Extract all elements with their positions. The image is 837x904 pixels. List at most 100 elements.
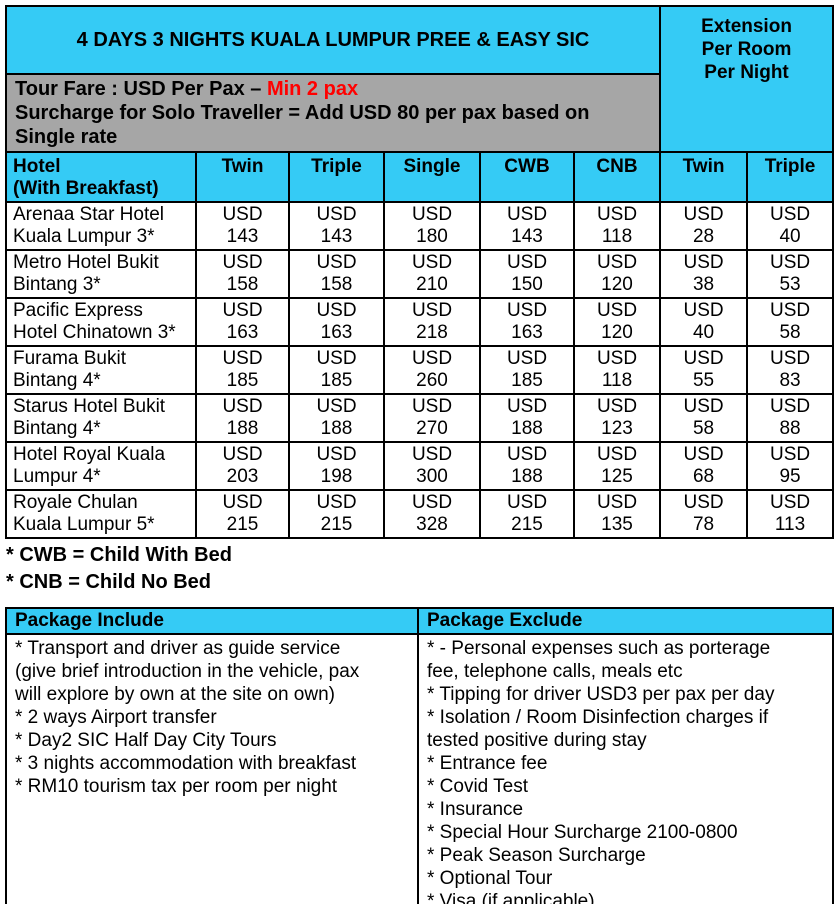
price-cell: USD 88 bbox=[746, 393, 835, 443]
price-cell: USD 188 bbox=[479, 441, 575, 491]
rate-col-header: CWB bbox=[479, 151, 575, 203]
package-item: * Transport and driver as guide service … bbox=[15, 638, 360, 705]
price-cell: USD 300 bbox=[383, 441, 481, 491]
extension-header: Extension Per Room Per Night bbox=[659, 5, 835, 153]
price-cell: USD 118 bbox=[572, 201, 662, 251]
price-cell: USD 328 bbox=[383, 489, 481, 539]
package-exclude-list: * - Personal expenses such as porterage … bbox=[417, 633, 834, 904]
package-include-list: * Transport and driver as guide service … bbox=[5, 633, 419, 904]
price-cell: USD 28 bbox=[659, 201, 749, 251]
table-row: Starus Hotel Bukit Bintang 4* USD 188 USD 18… bbox=[5, 393, 835, 443]
rate-col-header: Hotel (With Breakfast) bbox=[5, 151, 197, 203]
hotel-name-cell: Royale Chulan Kuala Lumpur 5* bbox=[5, 489, 197, 539]
price-cell: USD 78 bbox=[659, 489, 749, 539]
package-item: * Day2 SIC Half Day City Tours bbox=[15, 730, 277, 751]
price-cell: USD 158 bbox=[288, 249, 385, 299]
price-cell: USD 163 bbox=[195, 297, 290, 347]
package-item: * Visa (if applicable) bbox=[427, 891, 595, 904]
price-cell: USD 188 bbox=[195, 393, 290, 443]
price-cell: USD 215 bbox=[195, 489, 290, 539]
price-cell: USD 143 bbox=[195, 201, 290, 251]
table-row: Metro Hotel Bukit Bintang 3* USD 158 USD 158… bbox=[5, 249, 835, 299]
fare-line: Tour Fare : USD Per Pax – Min 2 pax bbox=[15, 77, 651, 101]
rate-col-header: Triple bbox=[288, 151, 385, 203]
fare-prefix: Tour Fare : USD Per Pax – bbox=[15, 78, 267, 100]
price-cell: USD 83 bbox=[746, 345, 835, 395]
table-row: Royale Chulan Kuala Lumpur 5* USD 215 USD 21… bbox=[5, 489, 835, 539]
price-cell: USD 68 bbox=[659, 441, 749, 491]
package-item: * Isolation / Room Disinfection charges … bbox=[427, 707, 769, 751]
rate-col-header: Twin bbox=[195, 151, 290, 203]
hotel-name-cell: Arenaa Star Hotel Kuala Lumpur 3* bbox=[5, 201, 197, 251]
price-cell: USD 188 bbox=[479, 393, 575, 443]
price-cell: USD 188 bbox=[288, 393, 385, 443]
rate-table-header-row: Hotel (With Breakfast) Twin Triple Single CW… bbox=[5, 151, 835, 203]
package-item: * 2 ways Airport transfer bbox=[15, 707, 217, 728]
price-cell: USD 150 bbox=[479, 249, 575, 299]
rate-col-header: Single bbox=[383, 151, 481, 203]
min-pax-highlight: Min 2 pax bbox=[266, 78, 359, 100]
price-cell: USD 58 bbox=[746, 297, 835, 347]
price-cell: USD 185 bbox=[288, 345, 385, 395]
price-cell: USD 260 bbox=[383, 345, 481, 395]
price-cell: USD 185 bbox=[479, 345, 575, 395]
price-cell: USD 198 bbox=[288, 441, 385, 491]
hotel-name-cell: Furama Bukit Bintang 4* bbox=[5, 345, 197, 395]
price-cell: USD 215 bbox=[288, 489, 385, 539]
price-cell: USD 40 bbox=[746, 201, 835, 251]
package-table: Package Include Package Exclude * Transp… bbox=[5, 607, 834, 904]
rate-col-header: CNB bbox=[572, 151, 662, 203]
cwb-note: * CWB = Child With Bed bbox=[6, 544, 232, 566]
table-row: Furama Bukit Bintang 4* USD 185 USD 185 USD 26… bbox=[5, 345, 835, 395]
price-cell: USD 95 bbox=[746, 441, 835, 491]
price-cell: USD 38 bbox=[659, 249, 749, 299]
package-item: * Entrance fee bbox=[427, 753, 548, 774]
table-row: Arenaa Star Hotel Kuala Lumpur 3* USD 143 U… bbox=[5, 201, 835, 251]
price-cell: USD 158 bbox=[195, 249, 290, 299]
package-item: * - Personal expenses such as porterage … bbox=[427, 638, 771, 682]
tour-fare-note: Tour Fare : USD Per Pax – Min 2 pax Surc… bbox=[4, 73, 662, 153]
price-cell: USD 163 bbox=[479, 297, 575, 347]
rate-col-header: Twin bbox=[659, 151, 749, 203]
price-cell: USD 120 bbox=[572, 297, 662, 347]
package-item: * Insurance bbox=[427, 799, 524, 820]
price-cell: USD 218 bbox=[383, 297, 481, 347]
rate-col-header: Triple bbox=[746, 151, 835, 203]
price-cell: USD 113 bbox=[746, 489, 835, 539]
package-item: * Tipping for driver USD3 per pax per da… bbox=[427, 684, 775, 705]
price-cell: USD 203 bbox=[195, 441, 290, 491]
footnotes: * CWB = Child With Bed * CNB = Child No … bbox=[6, 542, 832, 596]
price-cell: USD 163 bbox=[288, 297, 385, 347]
price-cell: USD 180 bbox=[383, 201, 481, 251]
price-cell: USD 135 bbox=[572, 489, 662, 539]
price-cell: USD 125 bbox=[572, 441, 662, 491]
hotel-name-cell: Starus Hotel Bukit Bintang 4* bbox=[5, 393, 197, 443]
rate-sheet-table: 4 DAYS 3 NIGHTS KUALA LUMPUR PREE & EASY… bbox=[4, 5, 835, 539]
price-cell: USD 40 bbox=[659, 297, 749, 347]
price-cell: USD 53 bbox=[746, 249, 835, 299]
package-item: * RM10 tourism tax per room per night bbox=[15, 776, 338, 797]
table-row: Hotel Royal Kuala Lumpur 4* USD 203 USD 198 U… bbox=[5, 441, 835, 491]
package-exclude-header: Package Exclude bbox=[417, 607, 834, 635]
price-cell: USD 210 bbox=[383, 249, 481, 299]
price-cell: USD 123 bbox=[572, 393, 662, 443]
package-item: * Covid Test bbox=[427, 776, 529, 797]
package-include-header: Package Include bbox=[5, 607, 419, 635]
price-cell: USD 118 bbox=[572, 345, 662, 395]
package-item: * Optional Tour bbox=[427, 868, 553, 889]
price-cell: USD 215 bbox=[479, 489, 575, 539]
package-item: * Peak Season Surcharge bbox=[427, 845, 646, 866]
package-item: * 3 nights accommodation with breakfast bbox=[15, 753, 357, 774]
package-item: * Special Hour Surcharge 2100-0800 bbox=[427, 822, 738, 843]
price-cell: USD 143 bbox=[479, 201, 575, 251]
hotel-name-cell: Hotel Royal Kuala Lumpur 4* bbox=[5, 441, 197, 491]
price-cell: USD 58 bbox=[659, 393, 749, 443]
price-cell: USD 270 bbox=[383, 393, 481, 443]
price-cell: USD 120 bbox=[572, 249, 662, 299]
tour-title: 4 DAYS 3 NIGHTS KUALA LUMPUR PREE & EASY… bbox=[4, 5, 662, 75]
solo-surcharge-note: Surcharge for Solo Traveller = Add USD 8… bbox=[15, 102, 590, 148]
price-cell: USD 55 bbox=[659, 345, 749, 395]
hotel-name-cell: Pacific Express Hotel Chinatown 3* bbox=[5, 297, 197, 347]
price-cell: USD 185 bbox=[195, 345, 290, 395]
